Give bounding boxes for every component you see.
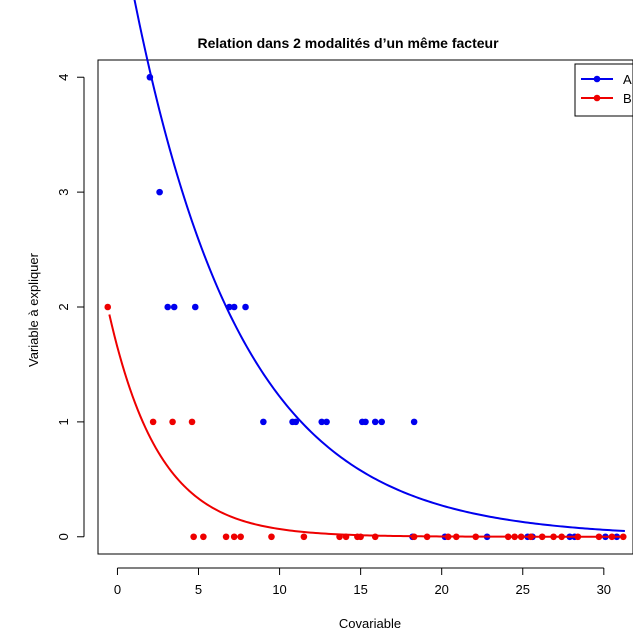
data-point-b bbox=[149, 418, 157, 426]
data-point-a bbox=[371, 418, 379, 426]
data-point-a bbox=[164, 303, 172, 311]
data-point-a bbox=[191, 303, 199, 311]
data-point-a bbox=[156, 188, 163, 196]
x-tick-label: 10 bbox=[272, 582, 286, 597]
data-point-b bbox=[527, 533, 535, 541]
y-axis: 0 1 2 3 4 bbox=[56, 74, 85, 540]
data-point-b bbox=[169, 418, 176, 426]
legend-label-a: A bbox=[623, 72, 632, 87]
data-point-b bbox=[517, 533, 525, 541]
data-point-b bbox=[410, 533, 418, 541]
data-point-b bbox=[595, 533, 603, 541]
data-point-b bbox=[237, 533, 244, 541]
data-point-b bbox=[538, 533, 546, 541]
chart-title: Relation dans 2 modalités d’un même fact… bbox=[197, 35, 499, 51]
data-point-b bbox=[558, 533, 565, 541]
y-axis-label: Variable à expliquer bbox=[26, 252, 41, 367]
data-point-b bbox=[336, 533, 343, 541]
x-tick-label: 25 bbox=[516, 582, 530, 597]
legend-marker-b bbox=[593, 94, 601, 102]
data-point-a bbox=[362, 418, 369, 426]
data-point-a bbox=[318, 418, 326, 426]
data-point-b bbox=[300, 533, 308, 541]
data-point-a bbox=[230, 303, 238, 311]
data-point-a bbox=[410, 418, 418, 426]
data-point-a bbox=[378, 418, 386, 426]
data-point-b bbox=[200, 533, 207, 541]
legend: AB bbox=[574, 63, 633, 117]
data-point-a bbox=[146, 73, 154, 81]
data-point-b bbox=[472, 533, 480, 541]
data-point-b bbox=[268, 533, 275, 541]
data-point-a bbox=[260, 418, 267, 426]
legend-box bbox=[574, 63, 633, 117]
data-point-b bbox=[550, 533, 557, 541]
x-tick-label: 20 bbox=[434, 582, 448, 597]
legend-label-b: B bbox=[623, 91, 632, 106]
data-point-b bbox=[619, 533, 627, 541]
data-point-a bbox=[292, 418, 300, 426]
data-point-b bbox=[230, 533, 238, 541]
y-tick-label: 3 bbox=[56, 188, 71, 195]
data-point-b bbox=[342, 533, 350, 541]
data-point-a bbox=[226, 303, 233, 311]
data-point-b bbox=[188, 418, 196, 426]
data-point-a bbox=[323, 418, 330, 426]
legend-marker-a bbox=[593, 75, 601, 83]
data-point-b bbox=[511, 533, 518, 541]
data-point-b bbox=[574, 533, 582, 541]
data-point-b bbox=[423, 533, 431, 541]
x-axis: 0 5 10 15 20 25 30 bbox=[114, 567, 611, 597]
data-point-b bbox=[190, 533, 197, 541]
data-point-b bbox=[222, 533, 230, 541]
x-tick-label: 15 bbox=[353, 582, 367, 597]
y-tick-label: 1 bbox=[56, 418, 71, 425]
y-tick-label: 2 bbox=[56, 303, 71, 310]
data-point-b bbox=[371, 533, 379, 541]
x-tick-label: 0 bbox=[114, 582, 121, 597]
data-point-b bbox=[504, 533, 512, 541]
plot-frame bbox=[97, 59, 633, 555]
data-point-b bbox=[608, 533, 616, 541]
x-tick-label: 30 bbox=[597, 582, 611, 597]
data-point-b bbox=[104, 303, 112, 311]
data-point-b bbox=[444, 533, 452, 541]
data-point-b bbox=[452, 533, 460, 541]
fit-curve-a bbox=[133, 0, 625, 533]
x-axis-label: Covariable bbox=[339, 616, 401, 631]
y-tick-label: 4 bbox=[56, 74, 71, 81]
plot-area bbox=[104, 0, 627, 541]
data-point-b bbox=[357, 533, 364, 541]
y-tick-label: 0 bbox=[56, 533, 71, 540]
x-tick-label: 5 bbox=[195, 582, 202, 597]
data-point-a bbox=[242, 303, 249, 311]
fit-curve-b bbox=[108, 314, 625, 538]
data-point-a bbox=[170, 303, 178, 311]
